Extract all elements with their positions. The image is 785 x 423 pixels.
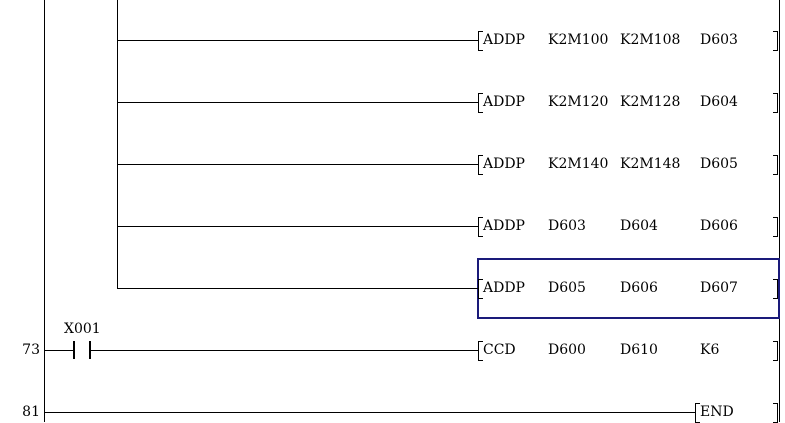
operand[interactable]: D603 <box>548 218 586 234</box>
instruction-name[interactable]: ADDP <box>483 156 525 172</box>
step-number: 81 <box>22 404 40 420</box>
bracket-right <box>773 403 778 423</box>
operand[interactable]: K2M100 <box>548 32 609 48</box>
operand[interactable]: D600 <box>548 342 586 358</box>
rung-line <box>117 40 478 41</box>
bracket-left <box>478 31 483 51</box>
rung-line <box>44 412 695 413</box>
bracket-left <box>478 341 483 361</box>
operand[interactable]: K6 <box>700 342 720 358</box>
bracket-left <box>478 155 483 175</box>
instruction-name[interactable]: ADDP <box>483 280 525 296</box>
left-power-rail <box>44 0 45 422</box>
bracket-right <box>773 155 778 175</box>
rung-line <box>117 164 478 165</box>
operand[interactable]: K2M140 <box>548 156 609 172</box>
contact-label: X001 <box>64 321 101 337</box>
operand[interactable]: D605 <box>700 156 738 172</box>
instruction-name[interactable]: ADDP <box>483 218 525 234</box>
operand[interactable]: K2M148 <box>620 156 681 172</box>
rung-line <box>117 102 478 103</box>
instruction-name[interactable]: CCD <box>483 342 516 358</box>
bracket-right <box>773 93 778 113</box>
bracket-right <box>773 341 778 361</box>
branch-line <box>117 0 118 289</box>
operand[interactable]: D604 <box>620 218 658 234</box>
rung-line <box>117 226 478 227</box>
operand[interactable]: D605 <box>548 280 586 296</box>
instruction-name[interactable]: END <box>700 404 734 420</box>
bracket-left <box>478 279 483 299</box>
bracket-right <box>773 31 778 51</box>
rung-line <box>44 350 478 351</box>
step-number: 73 <box>22 342 40 358</box>
operand[interactable]: D603 <box>700 32 738 48</box>
operand[interactable]: D607 <box>700 280 738 296</box>
operand[interactable]: K2M108 <box>620 32 681 48</box>
operand[interactable]: D606 <box>620 280 658 296</box>
operand[interactable]: D604 <box>700 94 738 110</box>
bracket-left <box>478 93 483 113</box>
operand[interactable]: D610 <box>620 342 658 358</box>
operand[interactable]: K2M128 <box>620 94 681 110</box>
instruction-name[interactable]: ADDP <box>483 94 525 110</box>
operand[interactable]: K2M120 <box>548 94 609 110</box>
right-power-rail <box>779 0 780 422</box>
bracket-right <box>773 217 778 237</box>
operand[interactable]: D606 <box>700 218 738 234</box>
bracket-left <box>478 217 483 237</box>
bracket-right <box>773 279 778 299</box>
instruction-name[interactable]: ADDP <box>483 32 525 48</box>
no-contact-icon[interactable] <box>73 341 91 359</box>
rung-line <box>117 288 478 289</box>
